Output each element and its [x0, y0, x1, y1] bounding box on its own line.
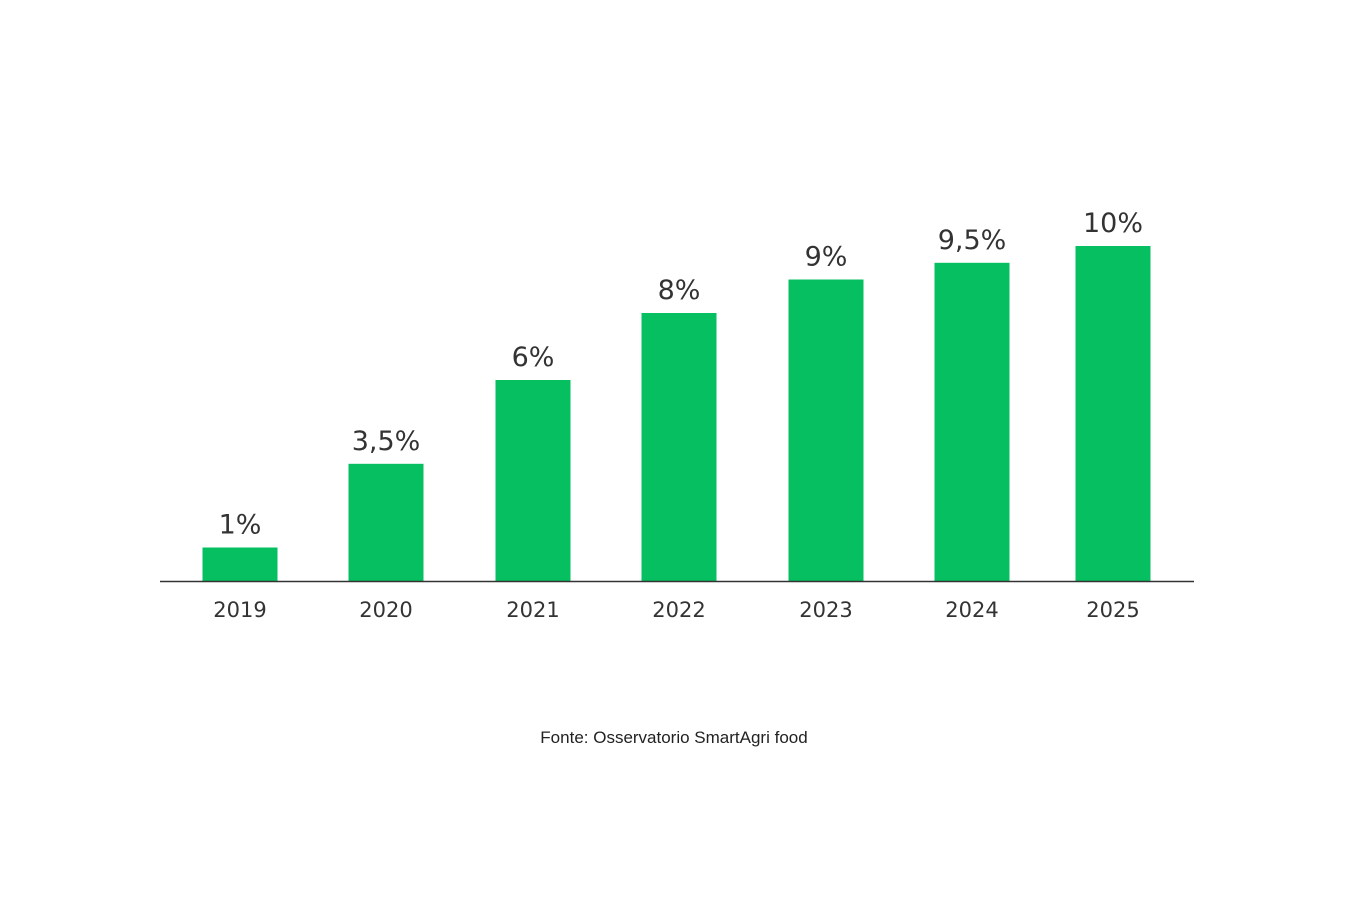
- x-tick-label-2025: 2025: [1086, 598, 1139, 622]
- data-label-2025: 10%: [1083, 208, 1143, 239]
- x-tick-label-2020: 2020: [359, 598, 412, 622]
- bar-2021: [495, 380, 571, 581]
- source-note: Fonte: Osservatorio SmartAgri food: [540, 728, 808, 747]
- bar-2022: [641, 313, 717, 581]
- data-label-2021: 6%: [512, 342, 555, 373]
- x-tick-label-2019: 2019: [213, 598, 266, 622]
- x-tick-label-2021: 2021: [506, 598, 559, 622]
- x-tick-label-2024: 2024: [945, 598, 998, 622]
- data-label-2020: 3,5%: [352, 426, 421, 457]
- bar-2024: [934, 262, 1010, 582]
- x-tick-label-2023: 2023: [799, 598, 852, 622]
- bar-2020: [348, 463, 424, 582]
- data-label-2019: 1%: [219, 510, 262, 541]
- bar-2023: [788, 279, 864, 581]
- bar-2019: [202, 547, 278, 581]
- data-label-2023: 9%: [805, 242, 848, 273]
- data-label-2024: 9,5%: [938, 225, 1007, 256]
- x-tick-label-2022: 2022: [652, 598, 705, 622]
- data-label-2022: 8%: [658, 275, 701, 306]
- bar-2025: [1075, 246, 1151, 581]
